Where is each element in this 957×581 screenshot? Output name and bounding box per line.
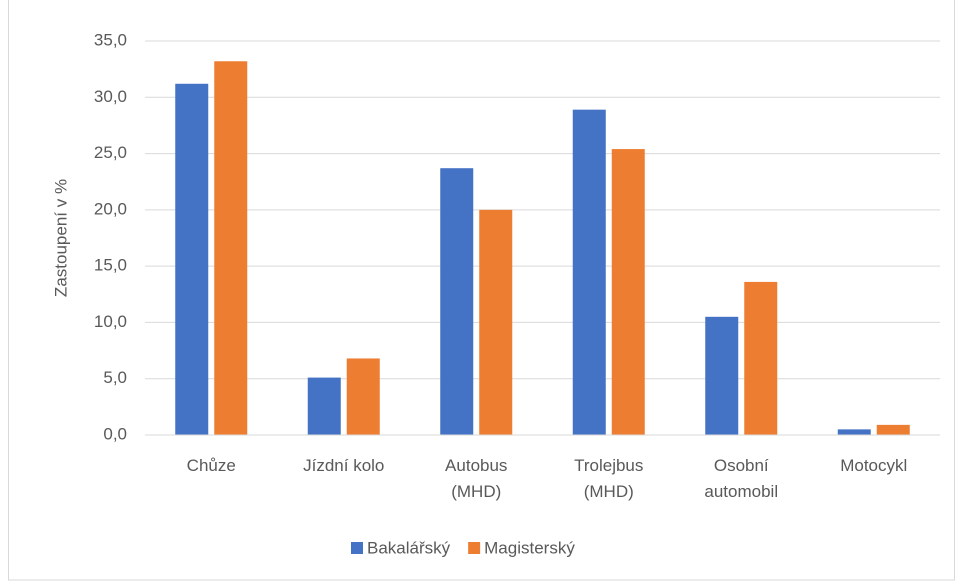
x-tick-label: Trolejbus (MHD) <box>574 456 643 501</box>
bar <box>440 168 474 435</box>
x-tick-label: Osobní automobil <box>704 456 778 501</box>
y-tick-label: 30,0 <box>94 87 127 106</box>
bar <box>744 281 778 435</box>
bar <box>837 429 871 435</box>
y-tick-label: 0,0 <box>103 424 127 443</box>
bar <box>307 377 341 435</box>
legend-swatch <box>468 542 481 554</box>
y-axis-title: Zastoupení v % <box>51 179 70 297</box>
y-tick-label: 15,0 <box>94 256 127 275</box>
legend-label: Bakalářský <box>367 538 451 557</box>
y-tick-label: 5,0 <box>103 368 127 387</box>
bar <box>876 424 910 435</box>
bar <box>346 358 380 435</box>
y-tick-label: 25,0 <box>94 143 127 162</box>
x-tick-label: Chůze <box>187 456 236 475</box>
bar <box>611 149 645 435</box>
y-tick-label: 35,0 <box>94 30 127 49</box>
legend-swatch <box>351 542 363 554</box>
bar <box>572 109 606 435</box>
x-tick-label: Autobus (MHD) <box>445 456 507 501</box>
x-tick-label: Jízdní kolo <box>303 456 384 475</box>
x-tick-label: Motocykl <box>840 456 907 475</box>
bar <box>214 61 248 436</box>
legend-label: Magisterský <box>484 538 575 557</box>
bar <box>705 316 739 435</box>
y-tick-label: 20,0 <box>94 199 127 218</box>
y-tick-label: 10,0 <box>94 312 127 331</box>
bar <box>175 83 209 435</box>
bar <box>479 209 513 435</box>
